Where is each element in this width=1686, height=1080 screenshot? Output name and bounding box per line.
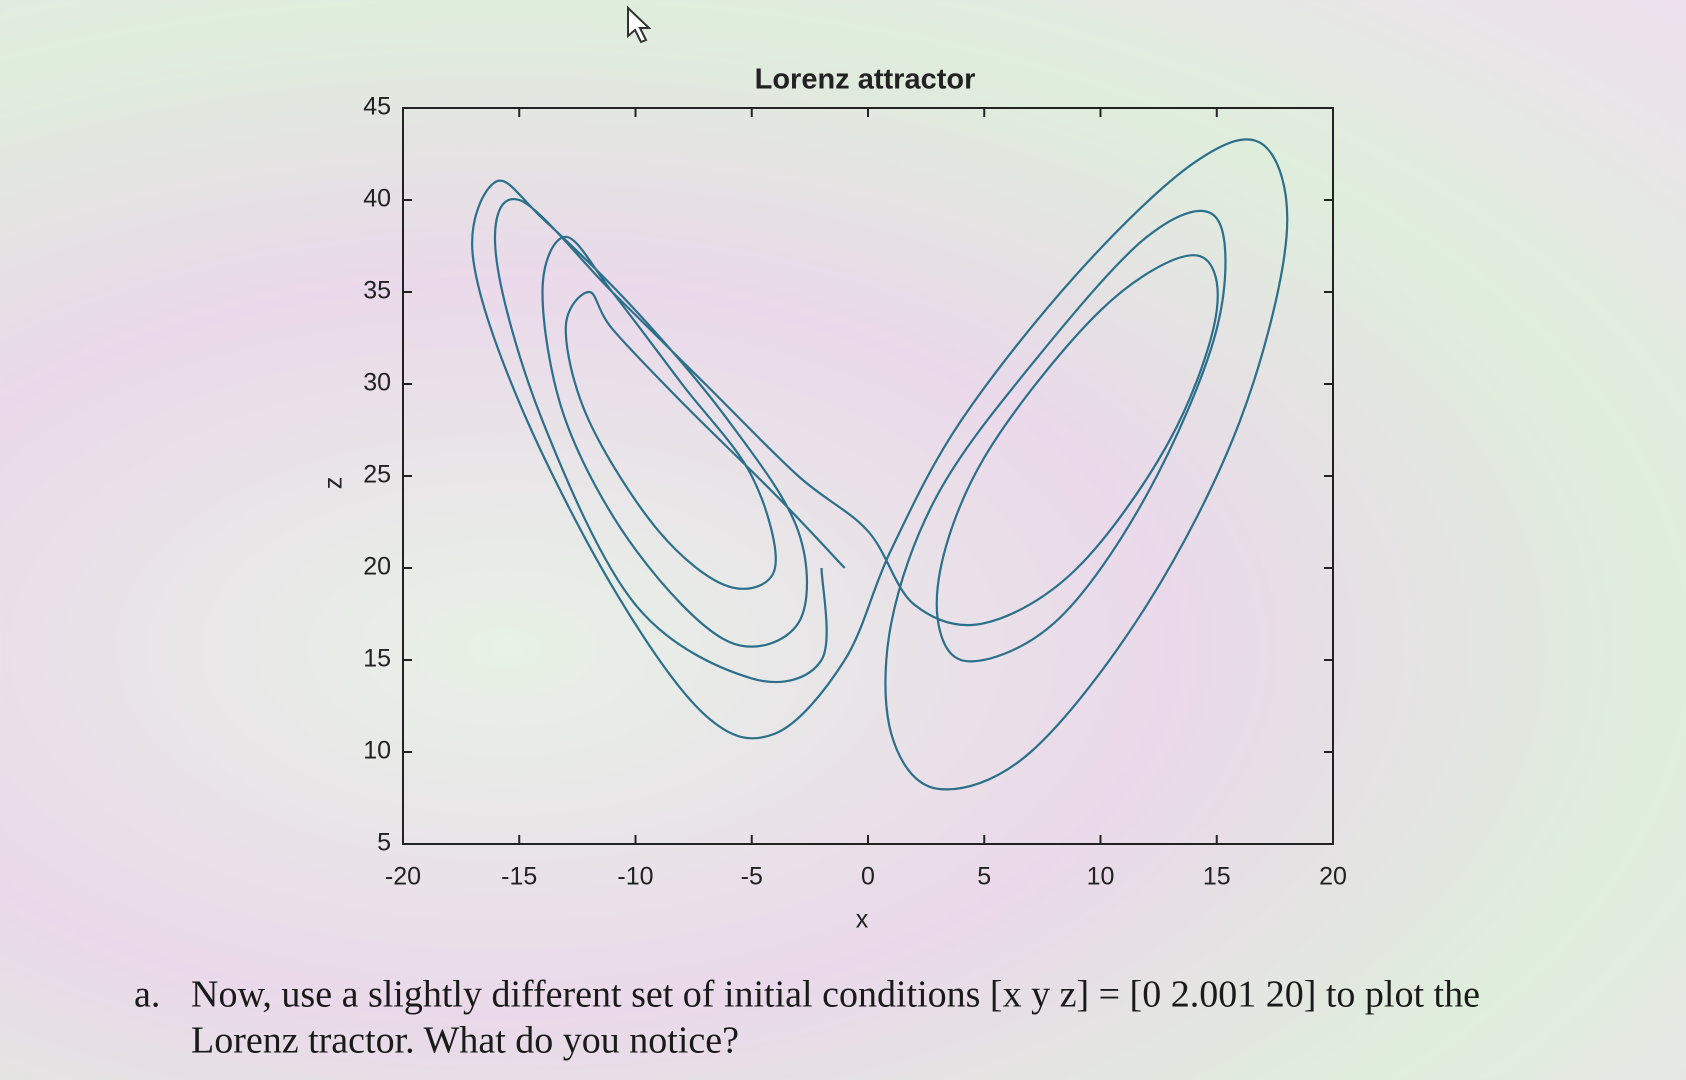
x-tick-label: 0 [861, 863, 875, 891]
cursor [627, 5, 652, 44]
y-tick-label: 15 [363, 645, 391, 673]
chart-title: Lorenz attractor [755, 64, 976, 96]
x-tick-label: 20 [1319, 863, 1347, 891]
question-line: Lorenz tractor. What do you notice? [191, 1020, 739, 1062]
x-tick-label: -15 [501, 863, 537, 891]
x-tick-label: -20 [385, 863, 421, 891]
x-tick-label: 10 [1087, 863, 1115, 891]
y-tick-label: 35 [363, 277, 391, 305]
x-tick-label: -10 [617, 863, 653, 891]
y-tick-label: 25 [363, 461, 391, 489]
y-tick-label: 40 [363, 185, 391, 213]
x-tick-label: 15 [1203, 863, 1231, 891]
y-axis-label: z [320, 477, 348, 490]
trajectory [471, 138, 1289, 791]
y-tick-label: 20 [363, 553, 391, 581]
y-tick-label: 30 [363, 369, 391, 397]
question-line: Now, use a slightly different set of ini… [191, 974, 1480, 1016]
y-tick-label: 45 [363, 93, 391, 121]
y-tick-label: 5 [377, 829, 391, 857]
question-marker: a. [134, 974, 160, 1016]
x-tick-label: -5 [741, 863, 763, 891]
y-tick-label: 10 [363, 737, 391, 765]
x-axis-label: x [856, 906, 869, 934]
x-tick-label: 5 [977, 863, 991, 891]
